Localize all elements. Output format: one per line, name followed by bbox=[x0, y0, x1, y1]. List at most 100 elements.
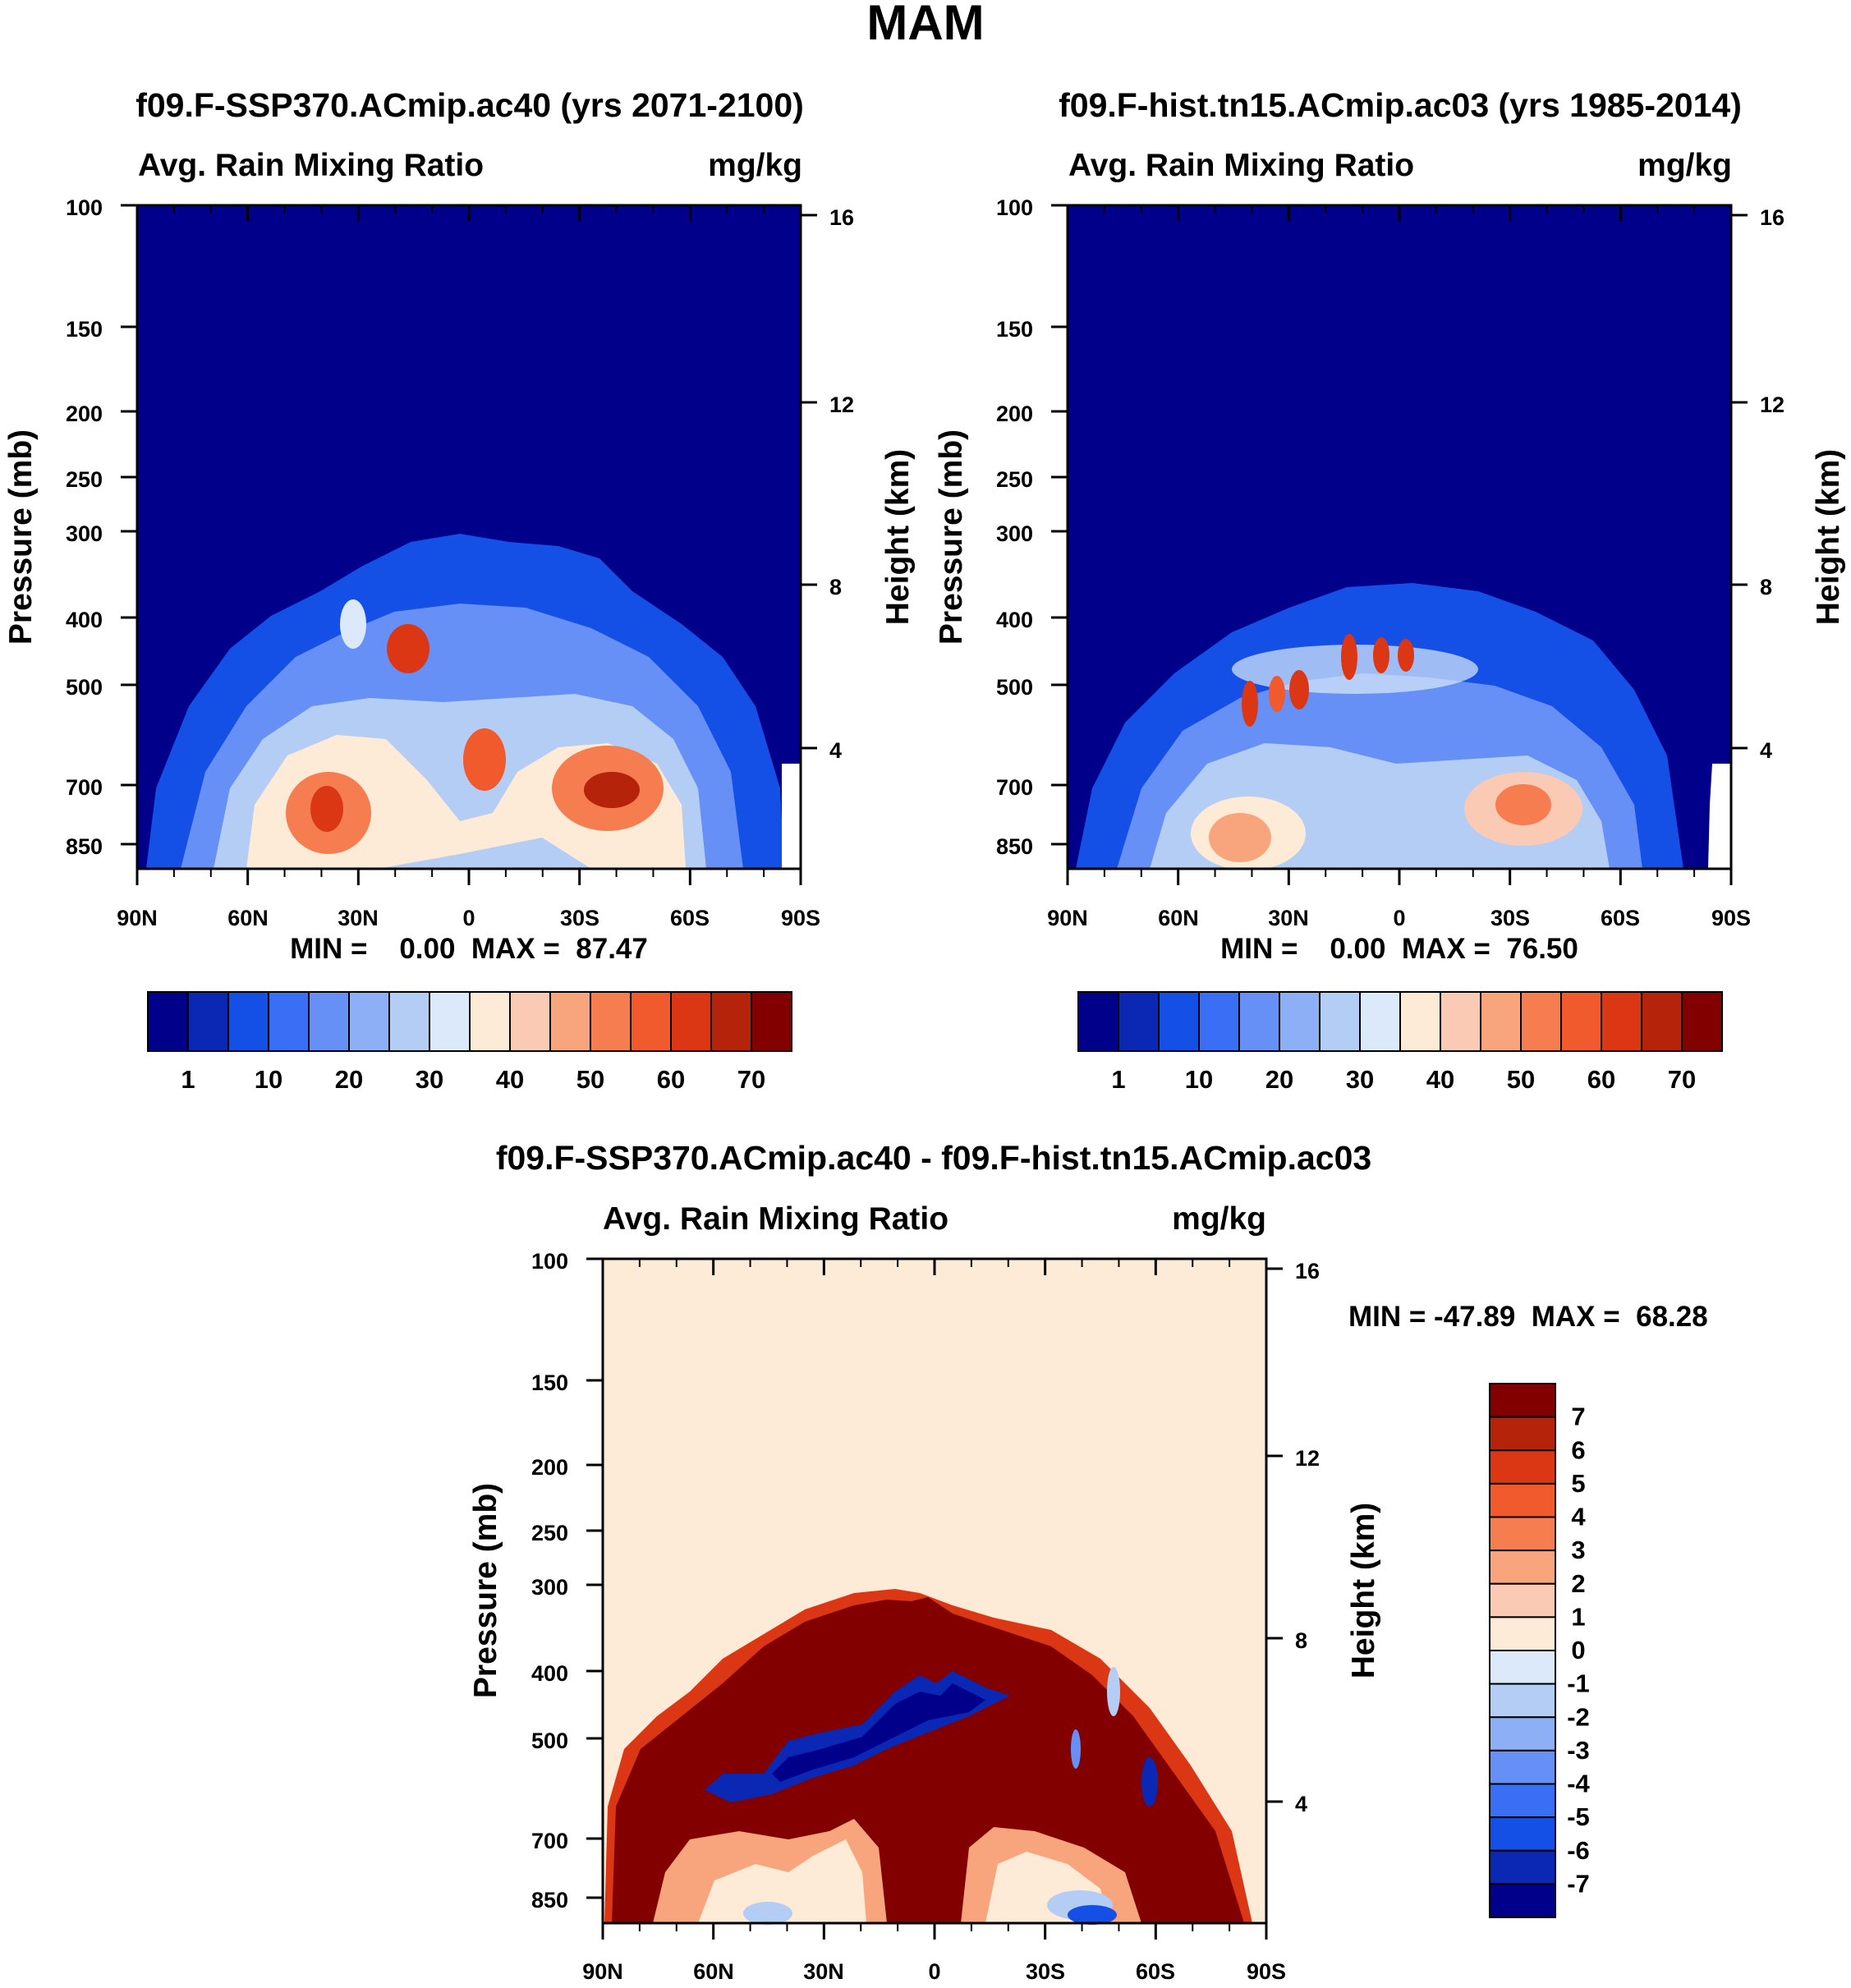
colorbar-label: -7 bbox=[1567, 1869, 1590, 1898]
colorbar-swatch bbox=[1601, 991, 1642, 1052]
y2-tick-labels: 16 12 8 4 bbox=[1295, 1259, 1320, 1816]
x-tick-label: 90S bbox=[1711, 906, 1751, 930]
y-tick-label: 100 bbox=[996, 195, 1033, 220]
colorbar-swatch bbox=[1520, 991, 1562, 1052]
colorbar-swatch bbox=[1118, 991, 1160, 1052]
colorbar-swatch bbox=[348, 991, 390, 1052]
y2-axis-label: Height (km) bbox=[1811, 449, 1846, 626]
colorbar-swatch bbox=[1641, 991, 1683, 1052]
colorbar-label: -4 bbox=[1567, 1770, 1590, 1798]
upper-cell bbox=[1289, 670, 1309, 709]
y-tick-labels: 100 150 200 250 300 400 500 700 850 bbox=[996, 195, 1033, 859]
colorbar-swatch bbox=[670, 991, 712, 1052]
x-tick-label: 0 bbox=[462, 906, 475, 930]
colorbar-swatch bbox=[187, 991, 229, 1052]
colorbar-label: 10 bbox=[255, 1065, 282, 1094]
colorbar-label: 30 bbox=[416, 1065, 443, 1094]
x-tick-label: 0 bbox=[1393, 906, 1405, 930]
colorbar: 1 10 20 30 40 50 60 70 bbox=[147, 991, 792, 1094]
y-tick-label: 150 bbox=[66, 317, 103, 342]
max-upper-north bbox=[387, 624, 429, 673]
upper-cell bbox=[1269, 676, 1285, 712]
colorbar-swatch bbox=[1489, 1749, 1556, 1785]
y2-axis-label: Height (km) bbox=[1346, 1503, 1381, 1679]
y-tick-label: 700 bbox=[531, 1829, 568, 1853]
colorbar-label: 1 bbox=[181, 1065, 195, 1094]
negative-cell-upper bbox=[1071, 1729, 1081, 1769]
colorbar-label: 70 bbox=[1668, 1065, 1696, 1094]
upper-light-cell bbox=[340, 599, 366, 649]
colorbar-label: -2 bbox=[1567, 1702, 1590, 1731]
colorbar-swatch bbox=[1077, 991, 1119, 1052]
colorbar-swatch bbox=[1399, 991, 1441, 1052]
colorbar-swatch bbox=[1480, 991, 1522, 1052]
colorbar-label: -1 bbox=[1567, 1669, 1590, 1698]
colorbar-swatch bbox=[1489, 1683, 1556, 1719]
plot-area bbox=[121, 204, 817, 885]
colorbar-swatch bbox=[1489, 1550, 1556, 1585]
colorbar-label: -6 bbox=[1567, 1836, 1590, 1865]
y-tick-label: 300 bbox=[996, 521, 1033, 546]
x-tick-label: 30N bbox=[1268, 906, 1309, 930]
y2-tick-labels: 16 12 8 4 bbox=[829, 205, 854, 763]
y-tick-labels: 100 150 200 250 300 400 500 700 850 bbox=[66, 195, 103, 859]
colorbar-swatch bbox=[751, 991, 792, 1052]
y-tick-label: 250 bbox=[66, 467, 103, 492]
y-tick-label: 250 bbox=[996, 467, 1033, 492]
colorbar-swatch bbox=[1489, 1816, 1556, 1852]
max-south-core bbox=[584, 772, 640, 808]
colorbar-label: 50 bbox=[1507, 1065, 1535, 1094]
contour-fill bbox=[146, 534, 801, 869]
y2-tick-label: 8 bbox=[1760, 575, 1772, 599]
y2-tick-label: 12 bbox=[1295, 1446, 1320, 1471]
colorbar-label: 60 bbox=[657, 1065, 685, 1094]
contour-fill bbox=[604, 1589, 1252, 1925]
y-tick-label: 500 bbox=[531, 1729, 568, 1753]
colorbar-label: 50 bbox=[576, 1065, 604, 1094]
plot-area bbox=[1051, 204, 1748, 885]
min-max-text: MIN = 0.00 MAX = 87.47 bbox=[290, 933, 648, 965]
colorbar-label: 70 bbox=[737, 1065, 765, 1094]
south-pole-gap bbox=[1708, 764, 1731, 869]
y-axis-label: Pressure (mb) bbox=[3, 429, 39, 645]
x-tick-labels: 90N 60N 30N 0 30S 60S 90S bbox=[1047, 906, 1751, 930]
x-tick-label: 30S bbox=[1490, 906, 1530, 930]
colorbar-label: 2 bbox=[1571, 1569, 1585, 1598]
plot-area bbox=[586, 1257, 1283, 1940]
y2-tick-label: 16 bbox=[1760, 205, 1784, 230]
panel-ssp370: f09.F-SSP370.ACmip.ac40 (yrs 2071-2100) … bbox=[3, 86, 916, 1094]
y-tick-label: 250 bbox=[531, 1521, 568, 1545]
left-string: Avg. Rain Mixing Ratio bbox=[1068, 148, 1414, 183]
x-tick-label: 0 bbox=[928, 1959, 940, 1984]
colorbar-swatch bbox=[1158, 991, 1200, 1052]
y-tick-label: 150 bbox=[531, 1370, 568, 1395]
contour-fill bbox=[1076, 583, 1731, 870]
y-axis-label: Pressure (mb) bbox=[468, 1483, 503, 1698]
colorbar-swatch bbox=[590, 991, 632, 1052]
colorbar-label: 60 bbox=[1587, 1065, 1615, 1094]
upper-cell bbox=[1373, 637, 1389, 673]
colorbar-label: 6 bbox=[1571, 1435, 1585, 1464]
negative-streak-core bbox=[772, 1683, 985, 1782]
x-tick-label: 90S bbox=[781, 906, 820, 930]
y-tick-label: 700 bbox=[996, 775, 1033, 800]
colorbar-swatch bbox=[1560, 991, 1602, 1052]
panel-difference: f09.F-SSP370.ACmip.ac40 - f09.F-hist.tn1… bbox=[468, 1139, 1708, 1984]
page-title: MAM bbox=[866, 0, 984, 50]
y-tick-label: 500 bbox=[996, 675, 1033, 700]
y-tick-label: 300 bbox=[531, 1575, 568, 1600]
colorbar-swatch bbox=[509, 991, 551, 1052]
colorbar-label: 1 bbox=[1111, 1065, 1125, 1094]
colorbar-swatch bbox=[388, 991, 430, 1052]
x-tick-label: 60S bbox=[1601, 906, 1640, 930]
colorbar-swatch bbox=[630, 991, 672, 1052]
y-tick-label: 850 bbox=[996, 834, 1033, 859]
x-tick-label: 30N bbox=[338, 906, 379, 930]
negative-cell-south bbox=[1141, 1757, 1158, 1807]
y-tick-label: 400 bbox=[531, 1661, 568, 1686]
colorbar-swatch bbox=[1681, 991, 1723, 1052]
upper-cell bbox=[1398, 639, 1414, 672]
colorbar-swatch bbox=[227, 991, 269, 1052]
y2-tick-label: 12 bbox=[829, 393, 854, 417]
